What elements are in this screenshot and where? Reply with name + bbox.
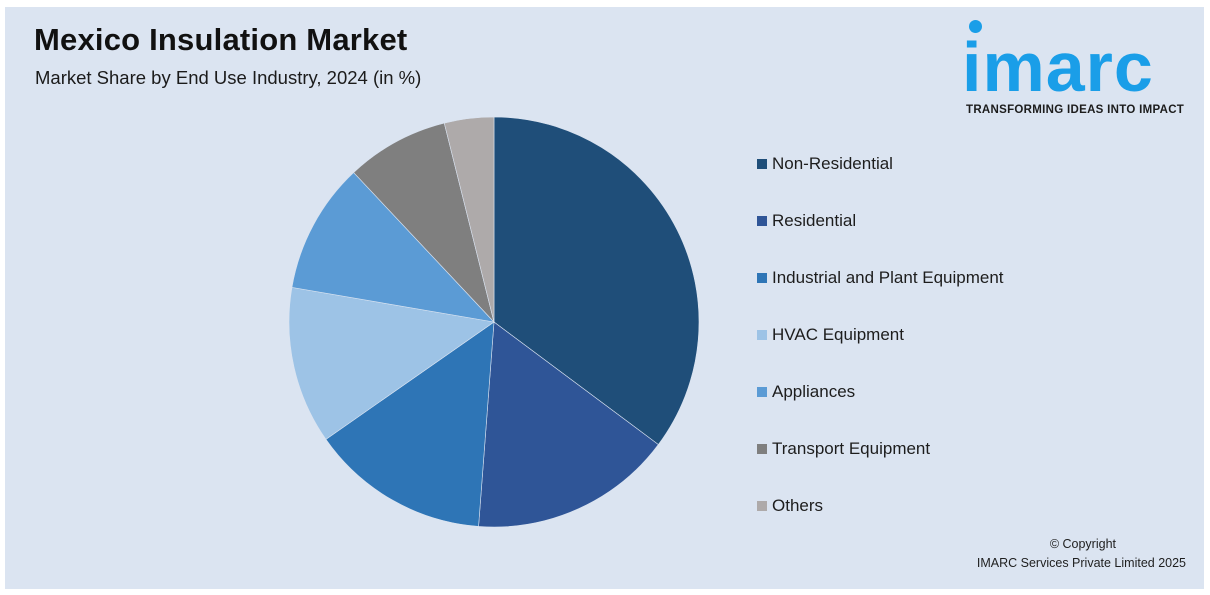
legend-item-non-residential: Non-Residential <box>757 152 1004 209</box>
pie-slice-appliances <box>291 172 495 323</box>
pie-slice-residential <box>478 321 659 528</box>
pie-slice-non-residential <box>493 116 700 445</box>
logo-dot <box>969 20 982 33</box>
legend-item-hvac-equipment: HVAC Equipment <box>757 323 1004 380</box>
imarc-logo: imarc TRANSFORMING IDEAS INTO IMPACT <box>962 18 1194 122</box>
legend-swatch <box>757 501 767 511</box>
legend-swatch <box>757 216 767 226</box>
legend-label: HVAC Equipment <box>772 325 904 344</box>
legend-label: Residential <box>772 211 857 230</box>
legend-label: Non-Residential <box>772 154 893 173</box>
chart-legend: Non-Residential Residential Industrial and… <box>757 152 1004 551</box>
legend-label: Others <box>772 496 824 515</box>
legend-item-industrial-and-plant-equipment: Industrial and Plant Equipment <box>757 266 1004 323</box>
logo-tagline: TRANSFORMING IDEAS INTO IMPACT <box>966 104 1185 116</box>
legend-item-transport-equipment: Transport Equipment <box>757 437 1004 494</box>
copyright-notice: © Copyright IMARC Services Private Limit… <box>977 535 1186 573</box>
legend-label: Industrial and Plant Equipment <box>772 268 1004 287</box>
legend-swatch <box>757 444 767 454</box>
legend-swatch <box>757 273 767 283</box>
legend-swatch <box>757 387 767 397</box>
pie-slice-industrial-and-plant-equipment <box>325 321 495 527</box>
pie-slice-transport-equipment <box>353 122 495 324</box>
pie-slice-others <box>443 116 495 323</box>
legend-swatch <box>757 330 767 340</box>
copyright-line-2: IMARC Services Private Limited 2025 <box>976 556 1186 570</box>
logo-wordmark: imarc <box>962 28 1154 106</box>
chart-title: Mexico Insulation Market <box>34 22 408 57</box>
legend-item-residential: Residential <box>757 209 1004 266</box>
pie-slice-hvac-equipment <box>288 287 495 440</box>
copyright-line-1: © Copyright <box>1049 537 1116 551</box>
legend-label: Transport Equipment <box>772 439 931 458</box>
chart-subtitle: Market Share by End Use Industry, 2024 (… <box>35 67 422 88</box>
legend-label: Appliances <box>772 382 856 401</box>
legend-item-others: Others <box>757 494 1004 551</box>
legend-swatch <box>757 159 767 169</box>
legend-item-appliances: Appliances <box>757 380 1004 437</box>
